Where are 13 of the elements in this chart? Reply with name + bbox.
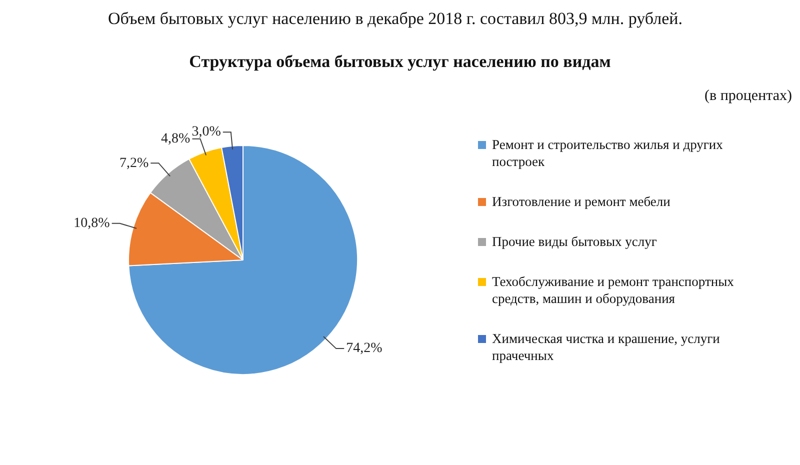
legend-label: Ремонт и строительство жилья и других построек <box>492 136 724 170</box>
text: Объем бытовых услуг населению в декабре 2018 г. составил 803,9 млн. рублей. <box>107 8 684 30</box>
legend-label: Прочие виды бытовых услуг <box>492 232 657 250</box>
legend-label: Химическая чистка и крашение, услуги прачечных <box>492 330 721 364</box>
legend-label: Изготовление и ремонт мебели <box>492 193 670 210</box>
chart-title: Структура объема бытовых услуг населению по видам <box>188 52 612 72</box>
data-label: 10,8% <box>74 216 110 232</box>
data-label: 74,2% <box>346 341 383 356</box>
chart-subtitle: (в процентах) <box>704 88 792 105</box>
data-label: 3,0% <box>192 124 222 140</box>
data-label: 7,2% <box>119 156 149 171</box>
legend-label: Техобслуживание и ремонт транспортных средств, машин и оборудования <box>492 272 735 307</box>
data-label: 4,8% <box>161 132 191 146</box>
